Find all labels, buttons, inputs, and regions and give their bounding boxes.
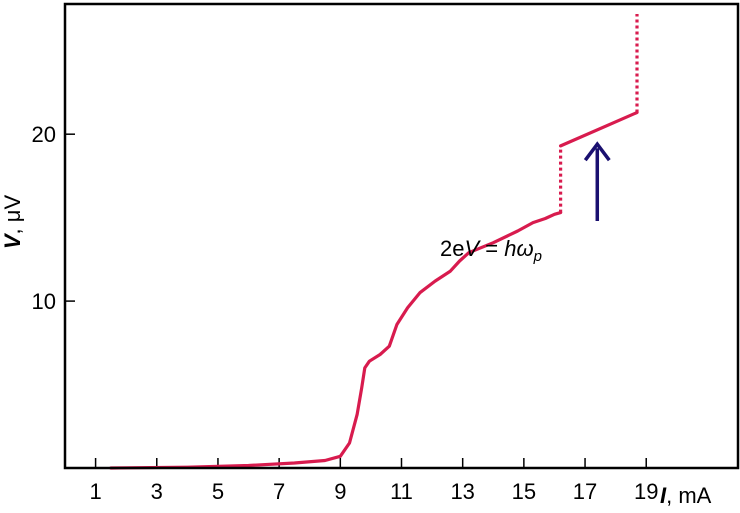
y-axis-unit: , μV xyxy=(0,195,25,235)
annotation-layer xyxy=(583,141,611,221)
x-tick-label: 3 xyxy=(151,479,163,504)
y-axis-variable: V xyxy=(0,232,25,249)
annotation-omega: ω xyxy=(517,236,534,261)
x-tick-label: 13 xyxy=(450,479,474,504)
annotation-subscript: p xyxy=(533,248,542,265)
curve-segment-2 xyxy=(559,110,639,148)
x-axis-unit: , mA xyxy=(666,483,712,508)
y-tick-label: 10 xyxy=(32,289,56,314)
x-tick-label: 17 xyxy=(573,479,597,504)
annotation-label: 2eV = hωp xyxy=(440,236,542,265)
x-tick-label: 19 xyxy=(634,479,658,504)
annotation-arrow-head xyxy=(583,141,611,162)
annotation-voltage: V xyxy=(464,236,481,261)
x-tick-label: 15 xyxy=(512,479,536,504)
x-axis-variable: I xyxy=(660,483,667,508)
plot-frame xyxy=(63,2,740,470)
annotation-equals: = xyxy=(479,236,504,261)
y-tick-label: 20 xyxy=(32,122,56,147)
x-tick-label: 7 xyxy=(273,479,285,504)
series-layer xyxy=(109,14,639,470)
annotation-planck: h xyxy=(504,236,516,261)
x-tick-label: 5 xyxy=(212,479,224,504)
x-axis-label: I, mA xyxy=(660,483,712,508)
y-axis-label: V, μV xyxy=(0,195,25,250)
x-tick-label: 9 xyxy=(334,479,346,504)
annotation-prefix: 2e xyxy=(440,236,464,261)
x-tick-label: 1 xyxy=(89,479,101,504)
x-tick-label: 11 xyxy=(390,479,413,504)
curve-segment-0 xyxy=(109,211,563,470)
